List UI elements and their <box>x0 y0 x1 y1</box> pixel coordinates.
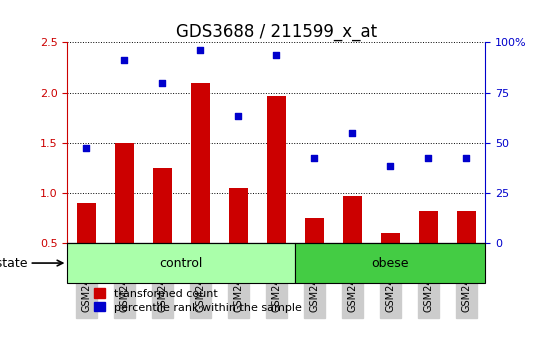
Point <box>234 113 243 119</box>
Bar <box>305 218 324 243</box>
Title: GDS3688 / 211599_x_at: GDS3688 / 211599_x_at <box>176 23 377 41</box>
Bar <box>77 203 96 243</box>
Point <box>348 130 356 136</box>
Bar <box>267 96 286 243</box>
Bar <box>115 143 134 243</box>
Text: control: control <box>160 257 203 269</box>
Point <box>424 155 432 161</box>
Bar <box>457 211 475 243</box>
Text: obese: obese <box>371 257 409 269</box>
Point <box>462 155 471 161</box>
Point <box>196 47 205 52</box>
Bar <box>153 168 172 243</box>
Legend: transformed count, percentile rank within the sample: transformed count, percentile rank withi… <box>94 289 302 313</box>
Bar <box>343 196 362 243</box>
Point <box>158 80 167 85</box>
Bar <box>229 188 248 243</box>
Point <box>386 163 395 169</box>
Point <box>310 155 319 161</box>
Bar <box>419 211 438 243</box>
Point <box>272 52 281 57</box>
Point <box>120 57 129 62</box>
Bar <box>295 243 485 283</box>
Bar <box>67 243 295 283</box>
Text: disease state: disease state <box>0 257 27 269</box>
Bar <box>381 233 399 243</box>
Bar <box>191 82 210 243</box>
Point <box>82 145 91 151</box>
